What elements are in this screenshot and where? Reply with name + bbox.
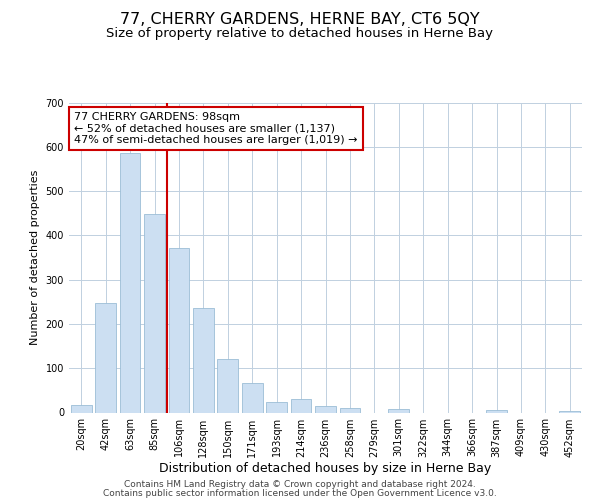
X-axis label: Distribution of detached houses by size in Herne Bay: Distribution of detached houses by size … xyxy=(160,462,491,475)
Text: 77, CHERRY GARDENS, HERNE BAY, CT6 5QY: 77, CHERRY GARDENS, HERNE BAY, CT6 5QY xyxy=(120,12,480,28)
Bar xyxy=(290,399,311,412)
Bar xyxy=(95,302,116,412)
Text: Contains public sector information licensed under the Open Government Licence v3: Contains public sector information licen… xyxy=(103,489,497,498)
Bar xyxy=(315,406,336,412)
Bar xyxy=(486,410,507,412)
Bar xyxy=(169,248,190,412)
Bar xyxy=(144,214,165,412)
Bar xyxy=(193,308,214,412)
Bar xyxy=(340,408,361,412)
Bar xyxy=(266,402,287,412)
Bar xyxy=(242,383,263,412)
Text: Size of property relative to detached houses in Herne Bay: Size of property relative to detached ho… xyxy=(107,28,493,40)
Bar xyxy=(559,411,580,412)
Text: 77 CHERRY GARDENS: 98sqm
← 52% of detached houses are smaller (1,137)
47% of sem: 77 CHERRY GARDENS: 98sqm ← 52% of detach… xyxy=(74,112,358,145)
Text: Contains HM Land Registry data © Crown copyright and database right 2024.: Contains HM Land Registry data © Crown c… xyxy=(124,480,476,489)
Bar xyxy=(388,408,409,412)
Bar xyxy=(71,405,92,412)
Bar xyxy=(119,154,140,412)
Y-axis label: Number of detached properties: Number of detached properties xyxy=(30,170,40,345)
Bar xyxy=(217,360,238,412)
